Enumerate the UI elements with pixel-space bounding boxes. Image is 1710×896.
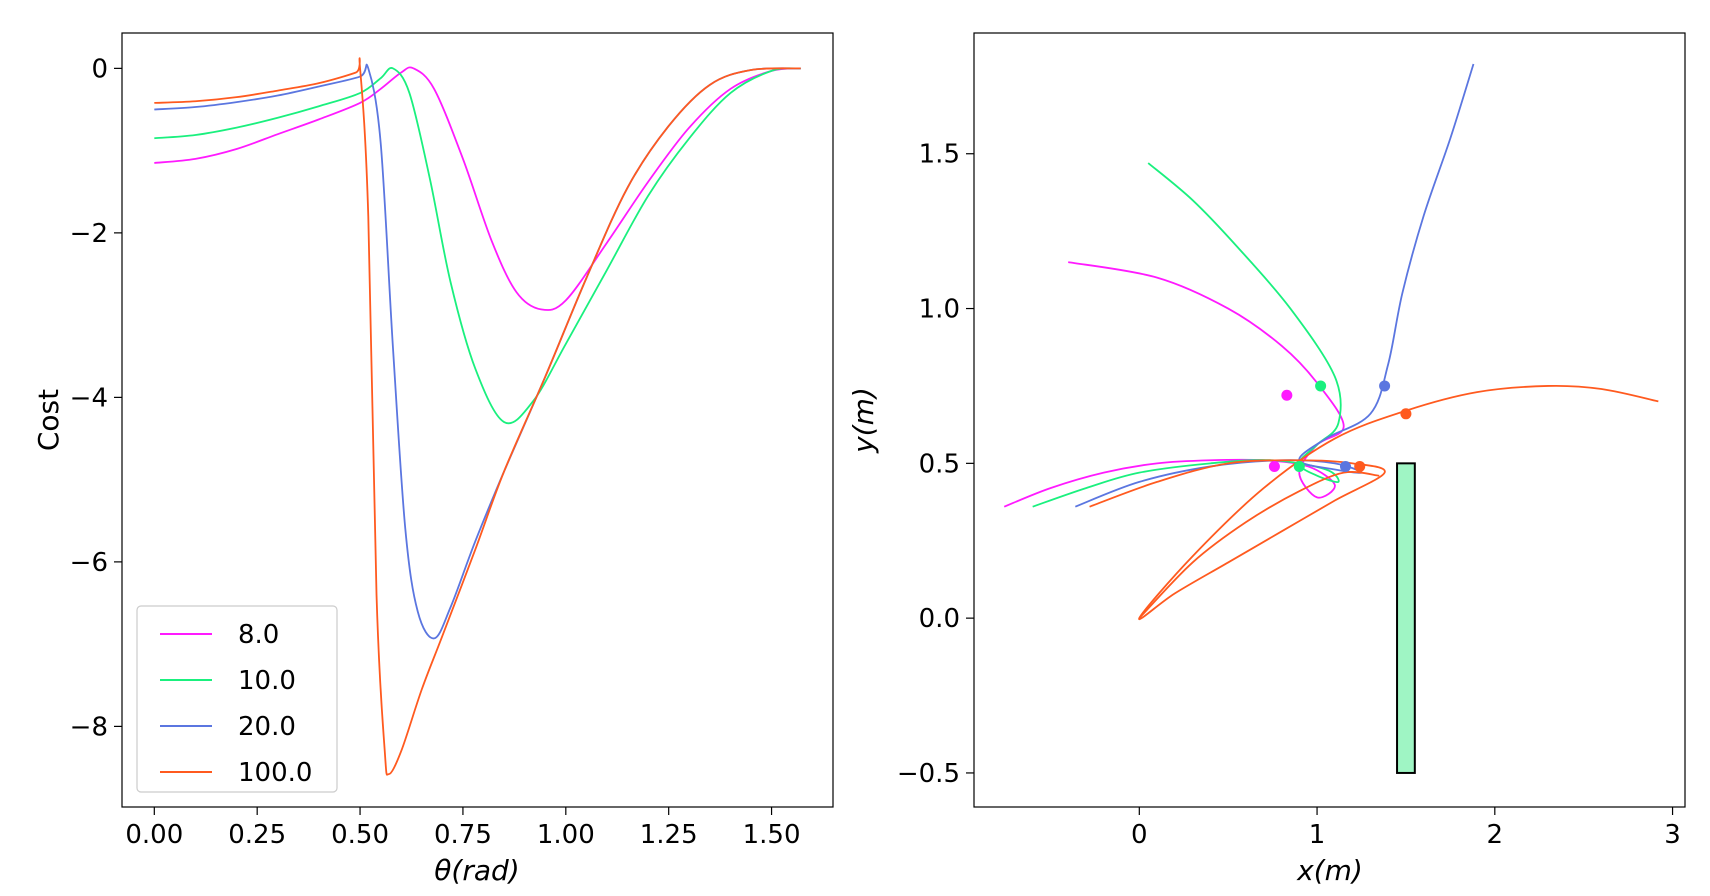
x-tick-label: 0.50: [331, 820, 389, 850]
marker-20-0: [1339, 460, 1351, 472]
right-markers: [1268, 380, 1412, 472]
x-tick-label: 1.50: [743, 820, 801, 850]
marker-8-0: [1268, 460, 1280, 472]
trajectory-chart: 0 1 2 3 −0.5 0.0 0.5 1.0 1.5 x(m) y(m): [847, 32, 1686, 887]
right-x-axis-label: x(m): [1296, 854, 1363, 887]
y-tick-label: −8: [70, 712, 108, 742]
marker-10-0: [1315, 380, 1327, 392]
y-tick-label: −2: [70, 219, 108, 249]
series-line-8-0: [1003, 261, 1345, 508]
legend-box: [136, 605, 338, 793]
legend-entries: 8.0 10.0 20.0 100.0: [160, 620, 312, 788]
x-tick-label: 2: [1487, 820, 1504, 850]
y-tick-label: 0.5: [919, 449, 960, 479]
y-tick-label: 0: [91, 54, 108, 84]
y-tick-label: 1.0: [919, 295, 960, 325]
cost-vs-theta-chart: 0.00 0.25 0.50 0.75 1.00 1.25 1.50 0 −2 −4 −6 −8 θ(…: [32, 32, 834, 887]
left-y-axis-label: Cost: [32, 389, 65, 451]
legend-label-10-0: 10.0: [238, 666, 296, 696]
series-line-10-0: [154, 67, 801, 425]
x-tick-label: 0: [1131, 820, 1148, 850]
y-tick-label: 0.0: [919, 604, 960, 634]
marker-20-0: [1379, 380, 1391, 392]
marker-10-0: [1293, 460, 1305, 472]
series-line-100-0-return: [1138, 471, 1380, 619]
x-tick-label: 0.00: [125, 820, 183, 850]
left-plot-frame: [121, 32, 834, 808]
y-tick-label: −6: [70, 548, 108, 578]
left-ticks: 0.00 0.25 0.50 0.75 1.00 1.25 1.50 0 −2 −4 −6 −8: [70, 54, 801, 850]
left-series: [154, 57, 801, 776]
x-tick-label: 1.25: [640, 820, 698, 850]
marker-100-0: [1400, 408, 1412, 420]
y-tick-label: −0.5: [897, 759, 960, 789]
marker-100-0: [1354, 460, 1366, 472]
series-line-100-0: [154, 57, 801, 776]
right-ticks: 0 1 2 3 −0.5 0.0 0.5 1.0 1.5: [897, 140, 1681, 850]
series-line-8-0: [154, 66, 801, 311]
legend: 8.0 10.0 20.0 100.0: [136, 605, 338, 793]
series-line-100-0: [1089, 384, 1659, 621]
left-x-axis-label: θ(rad): [434, 854, 519, 887]
y-tick-label: −4: [70, 383, 108, 413]
legend-label-20-0: 20.0: [238, 712, 296, 742]
legend-label-8-0: 8.0: [238, 620, 279, 650]
right-plot-frame: [973, 32, 1686, 808]
right-y-axis-label: y(m): [847, 387, 880, 454]
y-tick-label: 1.5: [919, 140, 960, 170]
x-tick-label: 1.00: [537, 820, 595, 850]
obstacle-rectangle: [1396, 462, 1416, 774]
x-tick-label: 0.25: [228, 820, 286, 850]
x-tick-label: 3: [1664, 820, 1681, 850]
marker-8-0: [1281, 389, 1293, 401]
x-tick-label: 1: [1309, 820, 1326, 850]
x-tick-label: 0.75: [434, 820, 492, 850]
legend-label-100-0: 100.0: [238, 758, 312, 788]
